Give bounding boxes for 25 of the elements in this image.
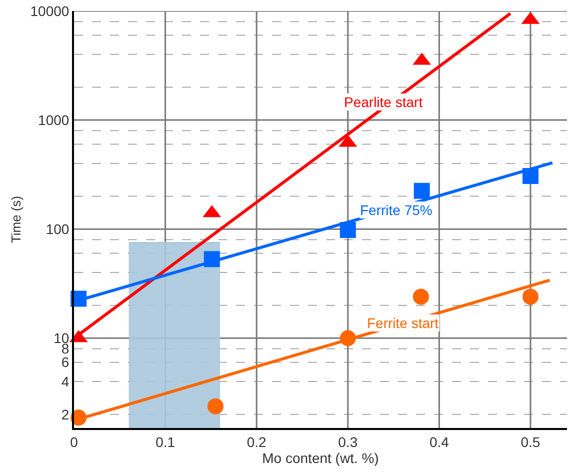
annotation: Ferrite start	[367, 315, 439, 331]
y-tick-label: 10000	[30, 2, 70, 19]
x-tick-label: 0.2	[246, 434, 267, 450]
x-tick-label: 0.3	[338, 434, 358, 450]
x-tick-label: 0.1	[156, 434, 176, 450]
point	[522, 168, 538, 184]
y-tick-label: 6	[61, 354, 70, 370]
point	[522, 288, 538, 305]
y-tick-label: 1000	[38, 112, 70, 128]
x-tick-label: 0	[70, 434, 78, 450]
y-tick-label: 100	[46, 221, 70, 237]
annotation: Ferrite 75%	[360, 202, 432, 218]
x-tick-label: 0.5	[520, 434, 540, 450]
point	[414, 182, 430, 199]
point	[340, 222, 356, 238]
y-tick-label: 2	[61, 406, 70, 422]
x-tick-label: 0.4	[429, 434, 450, 450]
y-axis-title: Time (s)	[8, 196, 24, 244]
y-tick-label: 4	[61, 373, 70, 390]
point	[208, 398, 224, 414]
point	[204, 251, 220, 268]
point	[340, 330, 356, 346]
point	[412, 288, 429, 305]
annotation: Pearlite start	[344, 94, 423, 110]
x-axis-title: Mo content (wt. %)	[262, 450, 379, 466]
